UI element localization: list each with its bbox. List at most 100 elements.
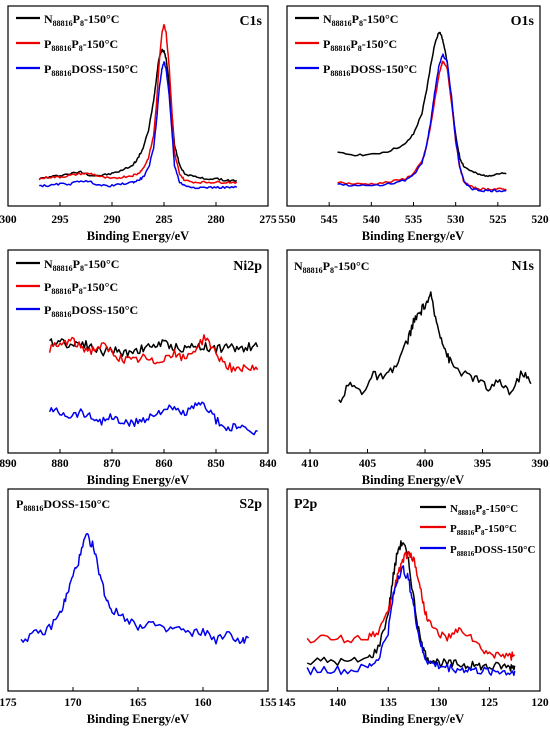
x-tick-label: 860 <box>155 458 173 470</box>
x-tick-label: 395 <box>474 458 492 470</box>
plot-p2p <box>306 540 516 677</box>
x-tick-label: 870 <box>103 458 121 470</box>
x-tick-label: 410 <box>301 458 319 470</box>
x-tick-label: 170 <box>64 697 82 709</box>
series-line-black <box>306 540 516 672</box>
legend-ni2p: N88816P8-150°C P88816P8-150°C P88816DOSS… <box>16 257 138 319</box>
x-axis-label-s2p: Binding Energy/eV <box>87 712 189 726</box>
region-label-o1s: O1s <box>511 14 535 29</box>
series-line-red <box>337 60 507 191</box>
x-axis-label-c1s: Binding Energy/eV <box>87 229 189 243</box>
series-line-black <box>338 291 532 404</box>
legend-label-p88816doss: P88816DOSS-150°C <box>450 544 536 558</box>
x-axis-ni2p: 890 880 870 860 850 840 <box>0 449 277 470</box>
legend-label-n88816p8: N88816P8-150°C <box>44 257 119 273</box>
x-tick-label: 840 <box>259 458 277 470</box>
x-tick-label: 275 <box>259 214 277 226</box>
legend-s2p: P88816DOSS-150°C <box>16 497 110 513</box>
x-axis-p2p: 145 140 135 130 125 120 <box>278 687 549 709</box>
x-tick-label: 280 <box>207 214 225 226</box>
x-tick-label: 535 <box>405 214 423 226</box>
legend-label-p88816doss: P88816DOSS-150°C <box>44 62 138 78</box>
x-tick-label: 140 <box>329 697 347 709</box>
series-line-blue <box>39 61 238 190</box>
legend-label-n88816p8: N88816P8-150°C <box>294 259 369 275</box>
x-tick-label: 525 <box>489 214 507 226</box>
x-tick-label: 120 <box>531 697 549 709</box>
legend-label-p88816doss: P88816DOSS-150°C <box>44 303 138 319</box>
x-tick-label: 530 <box>447 214 465 226</box>
plot-layer: 300 295 290 285 280 275 550 545 540 535 530 525 520 8… <box>0 23 549 709</box>
x-axis-n1s: 410 405 400 395 390 <box>301 449 549 470</box>
x-tick-label: 165 <box>129 697 147 709</box>
series-line-red <box>48 334 259 373</box>
x-axis-c1s: 300 295 290 285 280 275 <box>0 202 277 226</box>
x-tick-label: 890 <box>0 458 17 470</box>
panel-frame-c1s <box>7 5 269 207</box>
plot-c1s <box>38 23 238 190</box>
x-tick-label: 400 <box>416 458 434 470</box>
series-line-black <box>38 48 238 183</box>
legend-o1s: N88816P8-150°C P88816P8-150°C P88816DOSS… <box>295 12 417 78</box>
legend-n1s: N88816P8-150°C <box>294 259 369 275</box>
series-line-black <box>337 31 507 178</box>
x-tick-label: 175 <box>0 697 17 709</box>
panel-frame-n1s <box>286 249 541 454</box>
x-tick-label: 850 <box>207 458 225 470</box>
region-label-c1s: C1s <box>239 14 262 29</box>
series-line-blue <box>48 401 258 436</box>
x-tick-label: 155 <box>259 697 277 709</box>
panel-frame-s2p <box>7 488 269 692</box>
x-tick-label: 545 <box>321 214 339 226</box>
series-line-red <box>306 550 515 661</box>
region-label-s2p: S2p <box>239 497 262 512</box>
legend-label-p88816p8: P88816P8-150°C <box>44 37 118 53</box>
x-tick-label: 130 <box>430 697 448 709</box>
region-label-n1s: N1s <box>511 259 534 274</box>
x-tick-label: 290 <box>103 214 121 226</box>
plot-s2p <box>20 532 250 645</box>
x-tick-label: 390 <box>531 458 549 470</box>
x-axis-label-p2p: Binding Energy/eV <box>362 712 464 726</box>
x-axis-o1s: 550 545 540 535 530 525 520 <box>278 202 549 226</box>
x-axis-label-o1s: Binding Energy/eV <box>362 229 464 243</box>
x-axis-label-n1s: Binding Energy/eV <box>362 473 464 487</box>
legend-label-p88816p8: P88816P8-150°C <box>450 523 517 537</box>
x-tick-label: 520 <box>531 214 549 226</box>
x-tick-label: 295 <box>51 214 69 226</box>
series-line-blue <box>20 532 250 645</box>
legend-label-p88816doss: P88816DOSS-150°C <box>323 62 417 78</box>
series-line-blue <box>337 53 507 193</box>
series-line-blue <box>306 565 516 677</box>
region-label-p2p: P2p <box>294 497 318 512</box>
legend-label-n88816p8: N88816P8-150°C <box>44 12 119 28</box>
legend-label-n88816p8: N88816P8-150°C <box>450 503 518 517</box>
x-tick-label: 285 <box>155 214 173 226</box>
legend-label-p88816doss: P88816DOSS-150°C <box>16 497 110 513</box>
x-axis-s2p: 175 170 165 160 155 <box>0 687 277 709</box>
x-tick-label: 540 <box>363 214 381 226</box>
legend-label-p88816p8: P88816P8-150°C <box>323 37 397 53</box>
x-tick-label: 160 <box>194 697 212 709</box>
plot-ni2p <box>48 334 259 436</box>
series-line-black <box>49 338 259 358</box>
series-line-red <box>38 23 238 185</box>
x-tick-label: 135 <box>380 697 398 709</box>
plot-o1s <box>337 31 507 193</box>
x-tick-label: 880 <box>51 458 69 470</box>
panel-frame-o1s <box>286 5 541 207</box>
legend-label-n88816p8: N88816P8-150°C <box>323 12 398 28</box>
x-tick-label: 125 <box>481 697 499 709</box>
legend-p2p: N88816P8-150°C P88816P8-150°C P88816DOSS… <box>420 503 536 558</box>
x-axis-label-ni2p: Binding Energy/eV <box>87 473 189 487</box>
panel-frame-ni2p <box>7 249 269 454</box>
legend-label-p88816p8: P88816P8-150°C <box>44 280 118 296</box>
x-tick-label: 405 <box>359 458 377 470</box>
x-tick-label: 300 <box>0 214 17 226</box>
plot-n1s <box>338 291 532 404</box>
legend-c1s: N88816P8-150°C P88816P8-150°C P88816DOSS… <box>16 12 138 78</box>
region-label-ni2p: Ni2p <box>233 259 262 274</box>
x-tick-label: 145 <box>278 697 296 709</box>
panel-frame-p2p <box>286 488 541 692</box>
